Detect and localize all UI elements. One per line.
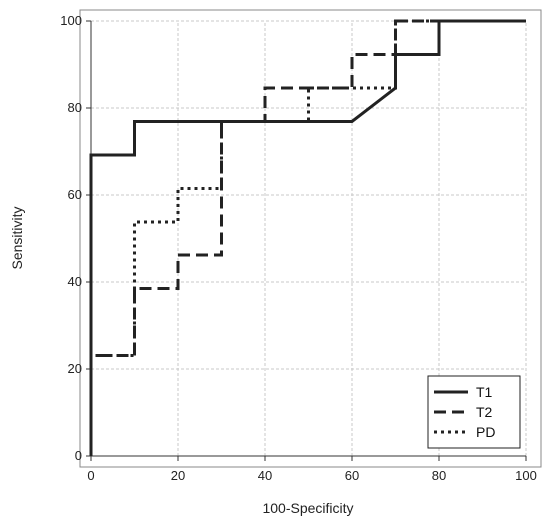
ticks: 0 20 40 60 80 100 0 20 40 60 80 100 [60,13,537,483]
series-layer [89,19,526,456]
y-tick-label-20: 20 [68,361,82,376]
x-axis-title: 100-Specificity [262,500,353,516]
x-tick-label-80: 80 [432,468,446,483]
legend-label-pd: PD [476,424,495,440]
grid [91,20,527,456]
legend-label-t2: T2 [476,404,493,420]
x-tick-label-20: 20 [171,468,185,483]
x-tick-label-40: 40 [258,468,272,483]
x-tick-label-100: 100 [515,468,537,483]
series-line-pd [89,19,526,456]
legend-label-t1: T1 [476,384,493,400]
y-tick-label-100: 100 [60,13,82,28]
y-tick-label-0: 0 [75,448,82,463]
x-tick-label-60: 60 [345,468,359,483]
x-tick-label-0: 0 [87,468,94,483]
y-tick-label-60: 60 [68,187,82,202]
series-line-t2 [89,19,526,456]
y-tick-label-40: 40 [68,274,82,289]
y-axis-title: Sensitivity [9,206,25,269]
series-line-t1 [89,19,526,456]
legend: T1 T2 PD [427,375,521,449]
y-tick-label-80: 80 [68,100,82,115]
